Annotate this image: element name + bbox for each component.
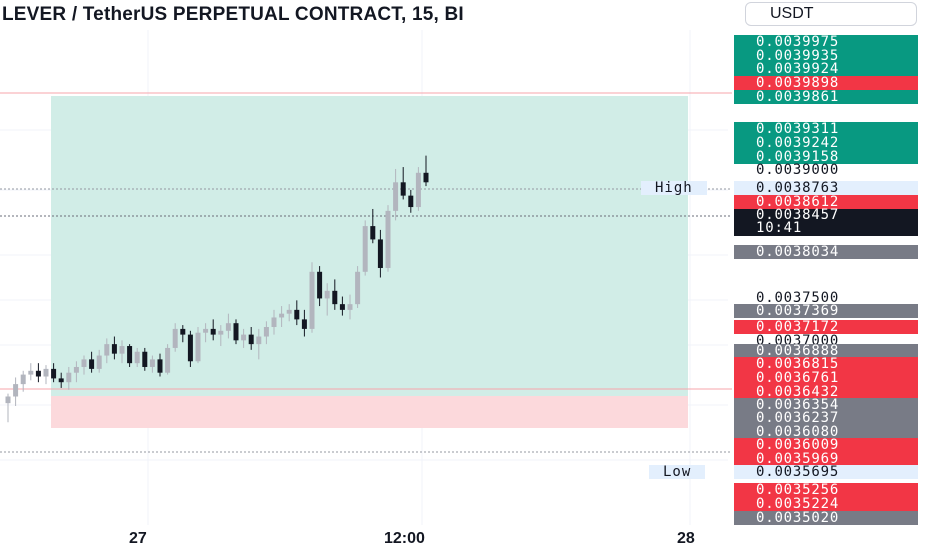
candle-down	[127, 346, 133, 364]
price-axis-label: 0.0039000	[756, 162, 840, 178]
candle-up	[43, 368, 49, 377]
candle-down	[377, 239, 383, 268]
price-axis-label: 0.0039861	[734, 90, 918, 104]
price-axis-label: 0.0036354	[734, 398, 918, 412]
bar-countdown: 10:41	[756, 220, 803, 236]
candle-up	[149, 359, 155, 367]
price-axis-label: 0.0035969	[734, 452, 918, 466]
price-axis-label: 0.0037369	[734, 304, 918, 318]
price-axis-label: 0.0039975	[734, 35, 918, 49]
candle-down	[408, 195, 414, 208]
candle-down	[332, 290, 338, 305]
long-position-loss-zone[interactable]	[51, 396, 688, 428]
price-axis-label: 0.0039924	[734, 62, 918, 76]
price-axis-label: 0.0036888	[734, 344, 918, 358]
candle-up	[20, 374, 26, 385]
candle-down	[294, 309, 300, 320]
candle-up	[73, 366, 79, 373]
candle-up	[134, 351, 140, 364]
candle-down	[210, 328, 216, 335]
candle-up	[271, 317, 277, 327]
candle-up	[81, 359, 87, 367]
price-axis-label: 0.0036815	[734, 357, 918, 371]
candle-down	[142, 351, 148, 367]
price-axis-label: 0.0036237	[734, 411, 918, 425]
candle-up	[241, 334, 247, 341]
price-axis-label: 0.0039935	[734, 49, 918, 63]
candle-up	[119, 346, 125, 354]
candle-up	[218, 330, 224, 335]
time-axis-label-27: 27	[129, 530, 147, 547]
candle-up	[66, 372, 72, 383]
time-axis-label-28: 28	[677, 530, 695, 547]
candle-up	[28, 370, 34, 375]
price-axis-label: 0.0038612	[734, 195, 918, 209]
candlestick-series	[5, 155, 429, 423]
price-axis-label: 0.0037172	[734, 320, 918, 334]
candle-up	[347, 304, 353, 310]
price-axis-label: 0.0035256	[734, 483, 918, 497]
candle-up	[279, 313, 285, 318]
candle-up	[13, 384, 19, 397]
candle-up	[309, 271, 315, 329]
candle-down	[339, 304, 345, 310]
candle-down	[111, 344, 117, 354]
price-axis-label: 0.0038763	[734, 181, 918, 195]
price-axis-label: 0.0036009	[734, 438, 918, 452]
price-axis-label: 0.0038034	[734, 245, 918, 259]
price-axis-label: 0.0035695	[734, 465, 918, 479]
candle-down	[89, 359, 95, 369]
candle-down	[370, 226, 376, 240]
price-axis-label: 0.0037500	[756, 290, 840, 306]
candle-up	[256, 336, 262, 345]
price-axis-label: 0.0035224	[734, 497, 918, 511]
candle-up	[96, 355, 102, 369]
price-axis-label: 0.0039311	[734, 122, 918, 136]
candle-up	[203, 328, 209, 333]
time-axis-label-1200: 12:00	[384, 530, 425, 547]
candle-down	[317, 271, 323, 299]
candle-down	[423, 172, 429, 183]
candle-down	[301, 319, 307, 329]
candle-up	[104, 344, 110, 356]
candle-down	[233, 323, 239, 341]
candle-up	[5, 396, 11, 404]
candle-up	[263, 327, 269, 337]
candle-up	[362, 226, 368, 272]
candle-up	[172, 328, 178, 348]
candle-down	[35, 370, 41, 377]
candle-down	[51, 368, 57, 379]
candle-down	[187, 334, 193, 362]
candle-up	[393, 182, 399, 211]
low-tag: Low	[649, 465, 706, 479]
price-axis-label: 0.0036761	[734, 371, 918, 385]
candle-up	[286, 309, 292, 314]
candle-up	[195, 332, 201, 362]
high-tag: High	[641, 181, 707, 195]
candle-up	[165, 347, 171, 373]
current-price-value: 0.0038457	[756, 207, 840, 223]
price-axis-label: 0.0035020	[734, 511, 918, 525]
candle-down	[248, 334, 254, 345]
price-axis-label: 0.0039898	[734, 76, 918, 90]
candle-up	[415, 172, 421, 208]
price-axis-label: 0.0039158	[734, 150, 918, 164]
candle-down	[180, 328, 186, 335]
candle-up	[355, 271, 361, 305]
candle-up	[225, 323, 231, 331]
price-axis-label: 0.0036080	[734, 425, 918, 439]
candle-down	[58, 378, 64, 383]
price-axis-label: 0.0036432	[734, 385, 918, 399]
candle-up	[324, 290, 330, 299]
chart-title: LEVER / TetherUS PERPETUAL CONTRACT, 15,…	[2, 4, 464, 25]
currency-selector-button[interactable]: USDT	[745, 2, 917, 26]
candle-up	[385, 210, 391, 268]
candle-down	[157, 359, 163, 373]
long-position-profit-zone[interactable]	[51, 96, 688, 396]
candle-down	[400, 182, 406, 196]
price-axis-label: 0.0039242	[734, 136, 918, 150]
current-price-label: 0.0038457 10:41	[734, 207, 918, 236]
